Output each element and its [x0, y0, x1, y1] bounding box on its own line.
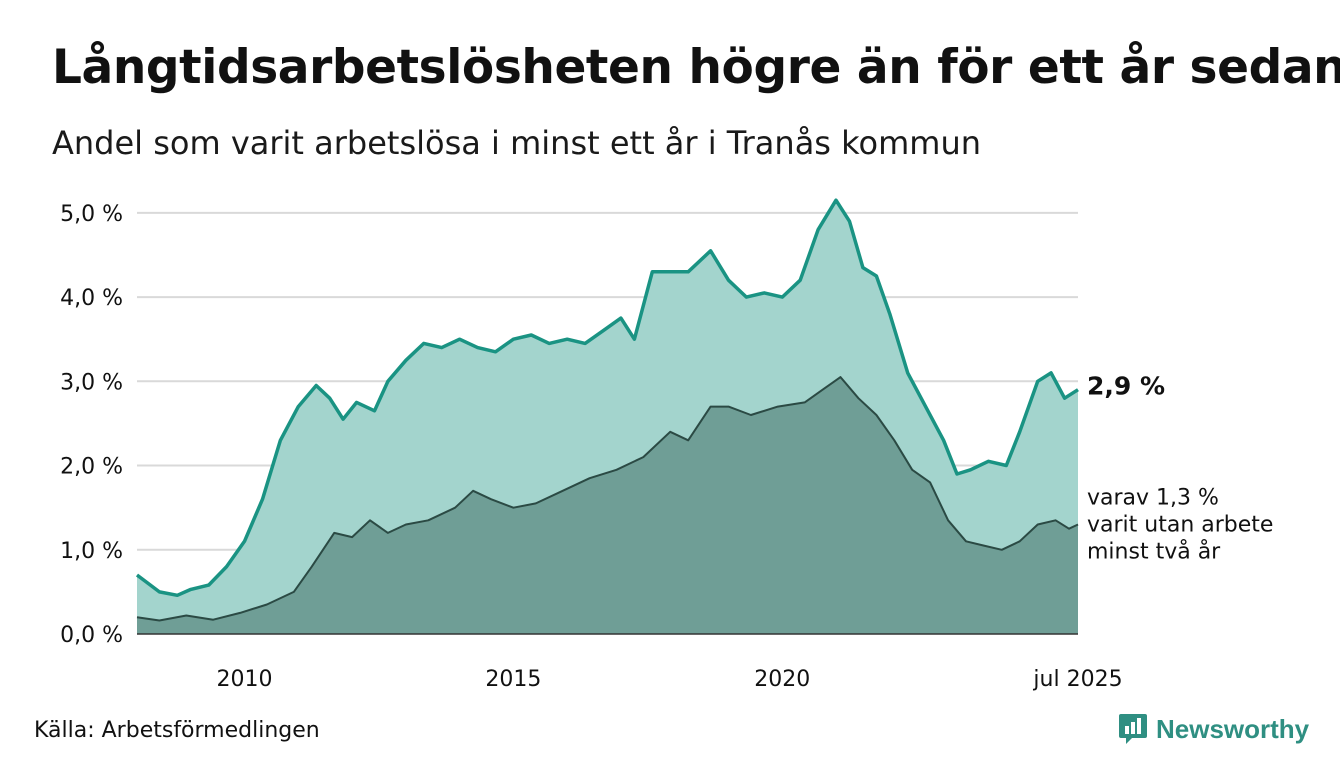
x-axis-labels: 2010 2015 2020 jul 2025 [217, 667, 1123, 692]
area-min-2-years [137, 377, 1078, 634]
annotation-min-2-years-line: minst två år [1087, 539, 1221, 565]
y-tick-label: 3,0 % [60, 370, 123, 395]
y-tick-label: 4,0 % [60, 286, 123, 311]
annotation-min-1-year: 2,9 % [1087, 372, 1165, 401]
annotation-min-2-years-line: varav 1,3 % [1087, 486, 1219, 511]
annotation-min-2-years-line: varit utan arbete [1087, 513, 1273, 538]
y-axis-labels: 0,0 % 1,0 % 2,0 % 3,0 % 4,0 % 5,0 % [60, 202, 123, 648]
x-tick-label: jul 2025 [1032, 667, 1122, 692]
y-tick-label: 5,0 % [60, 202, 123, 227]
brand-name: Newsworthy [1156, 713, 1310, 744]
line-min-1-year [135, 198, 1079, 598]
y-tick-label: 0,0 % [60, 623, 123, 648]
chart-title: Långtidsarbetslösheten högre än för ett … [52, 40, 1340, 95]
line-min-2-years [136, 376, 1079, 622]
y-tick-label: 2,0 % [60, 455, 123, 480]
brand-logo[interactable]: Newsworthy [1118, 712, 1309, 746]
area-chart: 0,0 %1,0 %2,0 %3,0 %4,0 %5,0 % 2010 2015 2… [60, 198, 1273, 692]
x-tick-label: 2015 [485, 667, 541, 692]
x-tick-label: 2020 [754, 667, 810, 692]
x-tick-label: 2010 [217, 667, 273, 692]
source-note: Källa: Arbetsförmedlingen [34, 718, 320, 743]
y-tick-label: 1,0 % [60, 539, 123, 564]
bar-chart-logo-icon [1119, 714, 1147, 744]
chart-subtitle: Andel som varit arbetslösa i minst ett å… [52, 124, 982, 162]
